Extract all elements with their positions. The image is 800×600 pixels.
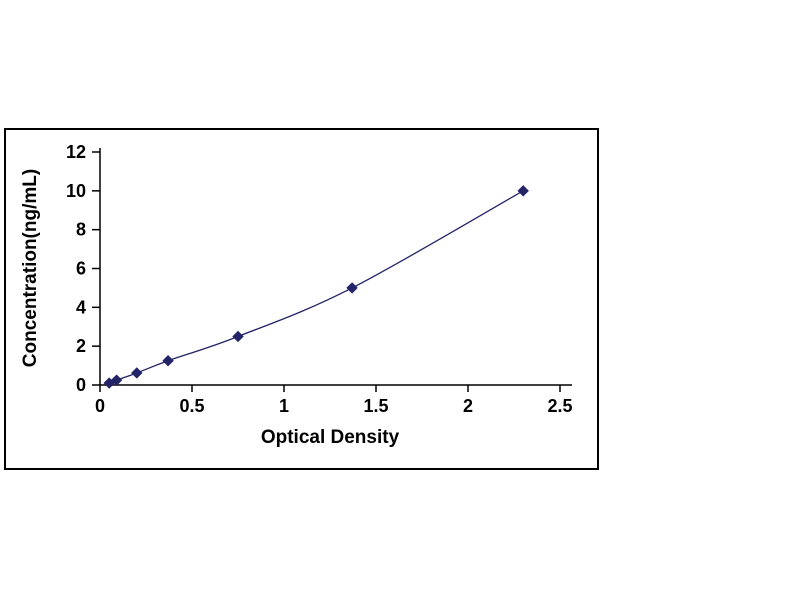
y-axis-title: Concentration(ng/mL) [20, 169, 41, 367]
x-tick-label: 2 [463, 396, 473, 416]
standard-curve-line [108, 190, 524, 384]
x-axis-title: Optical Density [261, 427, 400, 448]
x-tick-label: 1.5 [363, 396, 388, 416]
y-tick-label: 4 [76, 297, 86, 317]
y-tick-label: 8 [76, 220, 86, 240]
y-tick-label: 6 [76, 259, 86, 279]
data-point-diamond [346, 282, 358, 294]
x-tick-label: 0 [95, 396, 105, 416]
data-point-diamond [232, 330, 244, 343]
y-tick-label: 10 [66, 181, 86, 201]
y-axis-ticks: 0 2 4 6 8 10 12 [66, 142, 100, 395]
data-point-diamond [131, 367, 143, 379]
data-point-diamond [110, 374, 123, 386]
x-tick-label: 2.5 [547, 396, 572, 416]
y-tick-label: 0 [76, 375, 86, 395]
y-tick-label: 12 [66, 142, 86, 162]
y-tick-label: 2 [76, 336, 86, 356]
chart-frame-border [4, 128, 599, 470]
x-tick-label: 1 [279, 396, 289, 416]
data-point-diamond [517, 185, 529, 197]
data-point-markers [103, 185, 529, 389]
axes [99, 148, 572, 386]
data-point-diamond [162, 355, 174, 367]
x-axis-ticks: 0 0.5 1 1.5 2 2.5 [95, 385, 573, 416]
x-tick-label: 0.5 [179, 396, 204, 416]
